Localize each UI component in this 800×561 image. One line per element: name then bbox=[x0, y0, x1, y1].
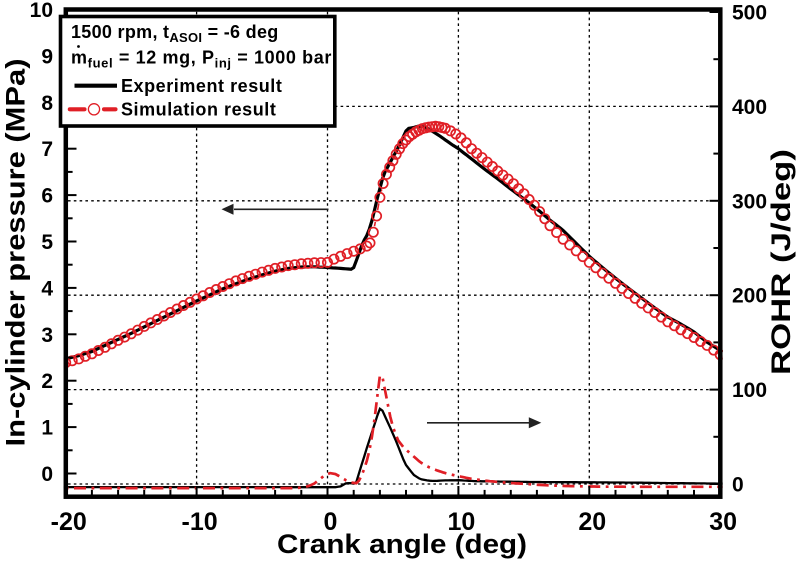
svg-text:1500 rpm, tASOI = -6 deg: 1500 rpm, tASOI = -6 deg bbox=[71, 22, 279, 45]
svg-text:2: 2 bbox=[41, 370, 53, 393]
svg-text:10: 10 bbox=[30, 0, 53, 22]
svg-text:100: 100 bbox=[732, 379, 767, 402]
svg-text:6: 6 bbox=[41, 185, 53, 208]
svg-text:0: 0 bbox=[324, 508, 338, 536]
svg-text:500: 500 bbox=[732, 2, 767, 25]
svg-text:0: 0 bbox=[41, 463, 53, 486]
svg-text:Crank angle (deg): Crank angle (deg) bbox=[277, 529, 527, 559]
svg-text:4: 4 bbox=[41, 277, 53, 300]
svg-text:400: 400 bbox=[732, 96, 767, 119]
svg-text:10: 10 bbox=[447, 508, 475, 536]
svg-text:Experiment result: Experiment result bbox=[121, 76, 282, 96]
svg-text:Simulation result: Simulation result bbox=[121, 100, 276, 120]
svg-text:5: 5 bbox=[41, 231, 53, 254]
svg-text:3: 3 bbox=[41, 324, 53, 347]
svg-text:In-cylinder pressure (MPa): In-cylinder pressure (MPa) bbox=[1, 59, 31, 447]
svg-text:-20: -20 bbox=[51, 508, 87, 536]
svg-text:30: 30 bbox=[709, 508, 737, 536]
svg-text:ROHR (J/deg): ROHR (J/deg) bbox=[766, 149, 796, 375]
svg-text:-10: -10 bbox=[182, 508, 218, 536]
svg-text:7: 7 bbox=[41, 138, 53, 161]
svg-text:200: 200 bbox=[732, 285, 767, 308]
svg-text:300: 300 bbox=[732, 190, 767, 213]
svg-text:1: 1 bbox=[41, 417, 53, 440]
svg-text:0: 0 bbox=[732, 474, 744, 497]
svg-text:20: 20 bbox=[578, 508, 606, 536]
svg-text:8: 8 bbox=[41, 92, 53, 115]
svg-text:mfuel = 12 mg, Pinj = 1000 bar: mfuel = 12 mg, Pinj = 1000 bar bbox=[71, 48, 332, 71]
svg-text:9: 9 bbox=[41, 45, 53, 68]
